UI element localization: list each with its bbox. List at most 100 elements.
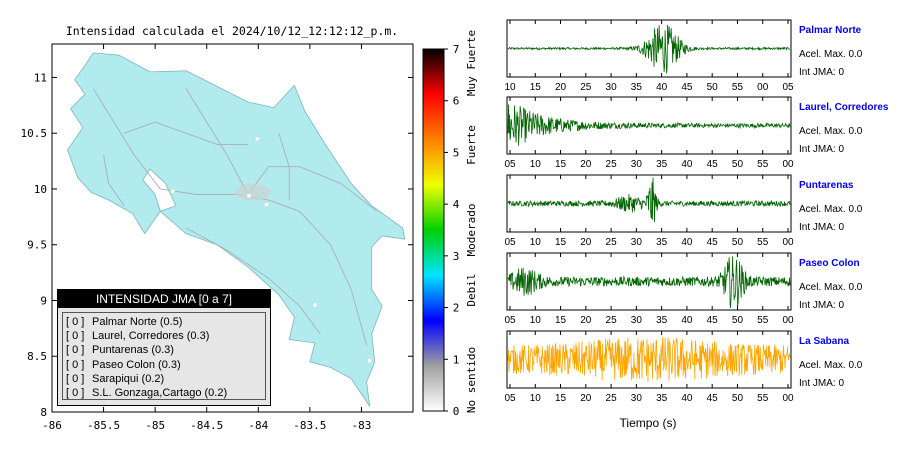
time-tick-label: 15 xyxy=(555,315,567,326)
int-jma-label: Int JMA: 0 xyxy=(799,300,844,311)
legend-item: [ 0 ] Paseo Colon (0.3) xyxy=(66,358,265,372)
int-jma-label: Int JMA: 0 xyxy=(799,222,844,233)
legend-item-value: [ 0 ] xyxy=(66,386,92,400)
time-tick-label: 20 xyxy=(580,315,592,326)
station-marker xyxy=(367,359,371,363)
time-tick-label: 55 xyxy=(757,393,769,404)
map-y-tick-label: 10 xyxy=(34,183,47,196)
intensity-colorbar: 0 1 2 3 4 5 6 7 No sentido Debil Moderado Fuerte Mu… xyxy=(423,30,478,418)
time-tick-label: 20 xyxy=(555,82,567,93)
int-jma-label: Int JMA: 0 xyxy=(799,378,844,389)
time-tick-label: 20 xyxy=(580,237,592,248)
waveform-panel: 05 10 15 20 25 30 35 40 45 50 55 00La SabanaAcel. M… xyxy=(504,331,862,404)
time-tick-label: 45 xyxy=(707,393,719,404)
time-tick-label: 00 xyxy=(757,82,769,93)
accel-max-label: Acel. Max. 0.0 xyxy=(799,126,863,137)
station-marker xyxy=(170,189,174,193)
accel-max-label: Acel. Max. 0.0 xyxy=(799,49,863,60)
map-x-tick-label: -85 xyxy=(145,419,165,432)
time-tick-label: 30 xyxy=(631,393,643,404)
time-tick-label: 30 xyxy=(631,159,643,170)
time-tick-label: 30 xyxy=(631,237,643,248)
legend-item-label: Paseo Colon (0.3) xyxy=(92,359,181,371)
time-tick-label: 55 xyxy=(757,159,769,170)
legend-item-label: Sarapiqui (0.2) xyxy=(92,373,164,385)
waveform-frame xyxy=(507,253,791,310)
legend-item: [ 0 ] Puntarenas (0.3) xyxy=(66,343,265,357)
time-tick-label: 20 xyxy=(580,159,592,170)
time-tick-label: 05 xyxy=(504,159,516,170)
time-tick-label: 00 xyxy=(782,237,794,248)
legend-item-value: [ 0 ] xyxy=(66,343,92,357)
legend-item: [ 0 ] Laurel, Corredores (0.3) xyxy=(66,329,265,343)
map-y-tick-label: 8 xyxy=(40,406,47,419)
time-tick-label: 05 xyxy=(504,393,516,404)
time-tick-label: 00 xyxy=(782,393,794,404)
time-tick-label: 10 xyxy=(530,393,542,404)
waveform-panel: 05 10 15 20 25 30 35 40 45 50 55 00 Laurel, Corredor… xyxy=(504,97,888,170)
time-tick-label: 40 xyxy=(681,393,693,404)
time-tick-label: 50 xyxy=(732,315,744,326)
legend-item: [ 0 ] Palmar Norte (0.5) xyxy=(66,315,265,329)
colorbar-category-label: Debil xyxy=(465,273,478,306)
time-tick-label: 30 xyxy=(606,82,618,93)
time-tick-label: 45 xyxy=(707,159,719,170)
time-tick-label: 05 xyxy=(504,237,516,248)
time-tick-label: 15 xyxy=(530,82,542,93)
time-tick-label: 25 xyxy=(580,82,592,93)
time-tick-label: 40 xyxy=(656,82,668,93)
map-x-tick-label: -86 xyxy=(42,419,62,432)
colorbar-tick-label: 1 xyxy=(453,353,460,366)
time-tick-label: 35 xyxy=(656,237,668,248)
colorbar-tick-label: 7 xyxy=(453,43,460,56)
legend-item: [ 0 ] S.L. Gonzaga,Cartago (0.2) xyxy=(66,386,265,400)
station-marker xyxy=(313,303,317,307)
station-name: Palmar Norte xyxy=(799,25,862,36)
map-y-tick-label: 11 xyxy=(34,71,47,84)
time-tick-label: 15 xyxy=(555,159,567,170)
colorbar-category-label: Muy Fuerte xyxy=(465,30,478,96)
time-tick-label: 00 xyxy=(782,315,794,326)
time-tick-label: 35 xyxy=(656,159,668,170)
map-x-tick-label: -84.5 xyxy=(190,419,223,432)
int-jma-label: Int JMA: 0 xyxy=(799,144,844,155)
legend-item-label: S.L. Gonzaga,Cartago (0.2) xyxy=(92,387,227,399)
map-y-tick-label: 10.5 xyxy=(21,127,48,140)
legend-list: [ 0 ] Palmar Norte (0.5) [ 0 ] Laurel, Cor… xyxy=(62,312,266,400)
time-tick-label: 00 xyxy=(782,159,794,170)
map-y-tick-label: 9 xyxy=(40,294,47,307)
int-jma-label: Int JMA: 0 xyxy=(799,67,844,78)
time-tick-label: 30 xyxy=(631,315,643,326)
time-tick-label: 50 xyxy=(732,159,744,170)
time-tick-label: 25 xyxy=(606,315,618,326)
map-title: Intensidad calculada el 2024/10/12_12:12… xyxy=(66,24,398,38)
time-tick-label: 50 xyxy=(732,237,744,248)
time-tick-label: 50 xyxy=(707,82,719,93)
colorbar-category-label: No sentido xyxy=(465,347,478,413)
time-tick-label: 40 xyxy=(681,159,693,170)
legend-item-value: [ 0 ] xyxy=(66,372,92,386)
colorbar-tick-label: 2 xyxy=(453,302,460,315)
colorbar-gradient xyxy=(423,49,444,411)
station-marker xyxy=(247,193,251,197)
time-tick-label: 25 xyxy=(606,237,618,248)
map-y-tick-label: 8.5 xyxy=(27,350,47,363)
map-x-tick-label: -83.5 xyxy=(293,419,326,432)
accel-max-label: Acel. Max. 0.0 xyxy=(799,282,863,293)
colorbar-tick-label: 4 xyxy=(453,198,460,211)
legend-item-label: Puntarenas (0.3) xyxy=(92,344,174,356)
accel-max-label: Acel. Max. 0.0 xyxy=(799,204,863,215)
legend-item-value: [ 0 ] xyxy=(66,329,92,343)
time-tick-label: 15 xyxy=(555,393,567,404)
intensity-legend: INTENSIDAD JMA [0 a 7] [ 0 ] Palmar Norte… xyxy=(57,289,271,406)
time-tick-label: 20 xyxy=(580,393,592,404)
colorbar-tick-label: 0 xyxy=(453,405,460,418)
colorbar-tick-label: 6 xyxy=(453,95,460,108)
urban-area xyxy=(235,184,271,200)
map-x-tick-label: -83 xyxy=(351,419,371,432)
legend-item: [ 0 ] Sarapiqui (0.2) xyxy=(66,372,265,386)
station-marker xyxy=(264,202,268,206)
time-tick-label: 10 xyxy=(530,315,542,326)
time-tick-label: 40 xyxy=(681,237,693,248)
time-tick-label: 55 xyxy=(757,237,769,248)
